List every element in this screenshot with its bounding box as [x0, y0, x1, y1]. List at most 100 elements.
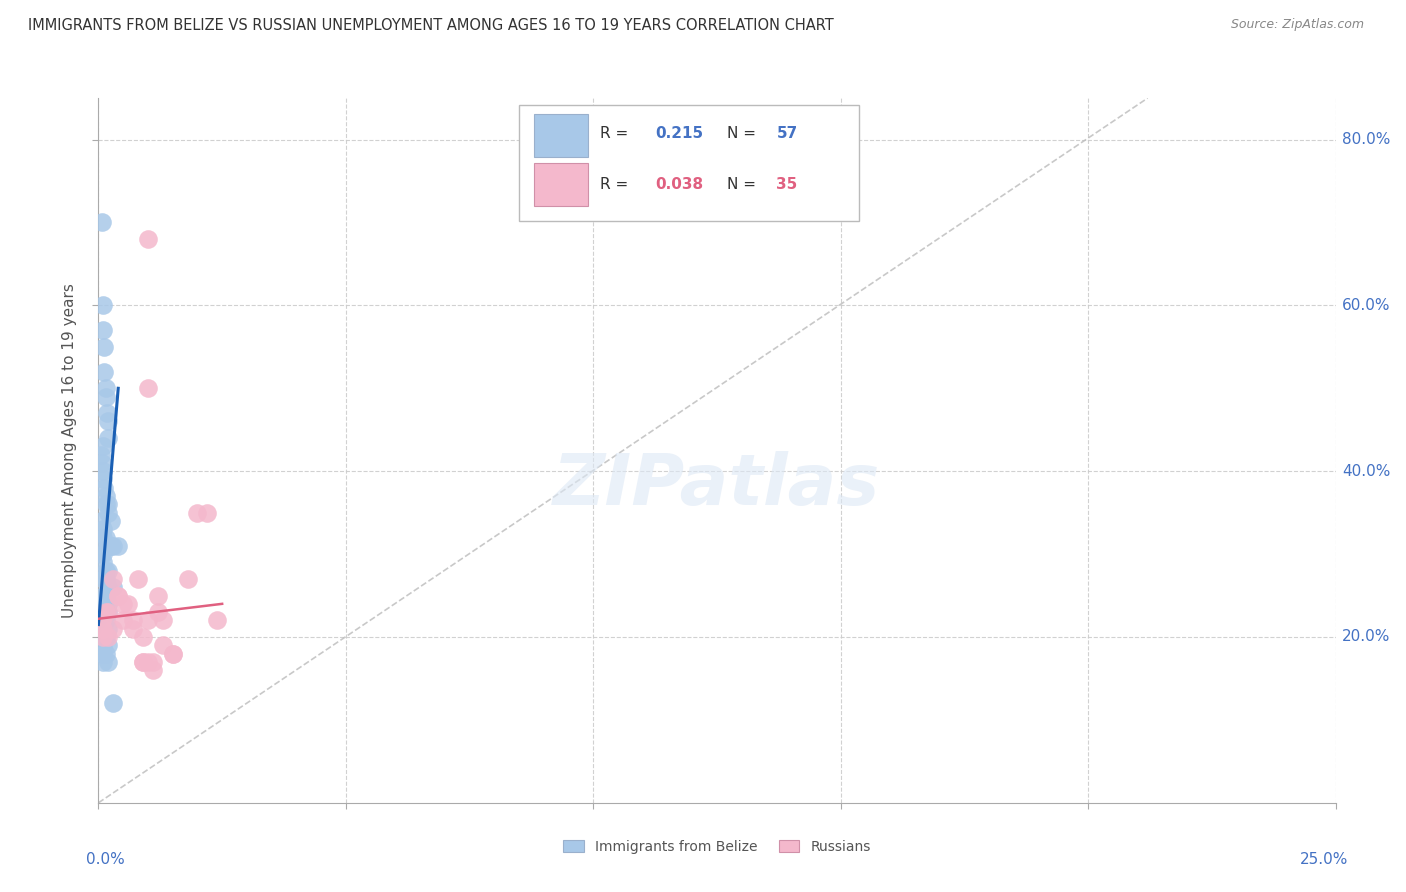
Point: [94, 489, 117, 503]
Point: [97, 497, 120, 511]
Text: 60.0%: 60.0%: [1341, 298, 1391, 313]
Point: [94, 605, 117, 619]
Point: [93, 630, 115, 644]
Point: [93, 531, 115, 545]
Point: [122, 614, 145, 628]
Point: [100, 514, 122, 528]
Point: [97, 605, 120, 619]
Point: [146, 605, 169, 619]
Point: [93, 655, 115, 669]
Point: [90, 448, 112, 462]
Point: [162, 647, 184, 661]
Point: [93, 589, 115, 603]
Point: [132, 630, 155, 644]
Point: [94, 531, 117, 545]
Point: [103, 539, 125, 553]
Point: [97, 506, 120, 520]
Text: ZIPatlas: ZIPatlas: [554, 451, 880, 520]
Text: IMMIGRANTS FROM BELIZE VS RUSSIAN UNEMPLOYMENT AMONG AGES 16 TO 19 YEARS CORRELA: IMMIGRANTS FROM BELIZE VS RUSSIAN UNEMPL…: [28, 18, 834, 33]
Point: [93, 439, 115, 453]
Point: [112, 597, 135, 611]
Text: N =: N =: [727, 126, 761, 141]
Point: [93, 622, 115, 636]
Point: [136, 232, 159, 246]
Point: [97, 414, 120, 428]
FancyBboxPatch shape: [534, 113, 588, 157]
Point: [97, 580, 120, 594]
Text: N =: N =: [727, 178, 761, 193]
Text: 0.0%: 0.0%: [86, 852, 125, 867]
Point: [93, 630, 115, 644]
Point: [142, 663, 165, 677]
Point: [93, 481, 115, 495]
Point: [93, 614, 115, 628]
Point: [94, 614, 117, 628]
Point: [93, 340, 115, 354]
Text: 35: 35: [776, 178, 797, 193]
Text: 40.0%: 40.0%: [1341, 464, 1391, 479]
Point: [103, 622, 125, 636]
Point: [103, 696, 125, 710]
Text: 0.038: 0.038: [655, 178, 703, 193]
Point: [93, 647, 115, 661]
Point: [152, 638, 174, 652]
Text: 80.0%: 80.0%: [1341, 132, 1391, 147]
Point: [112, 614, 135, 628]
Point: [97, 605, 120, 619]
Point: [94, 605, 117, 619]
Point: [132, 655, 155, 669]
Text: 25.0%: 25.0%: [1299, 852, 1348, 867]
Point: [97, 539, 120, 553]
Point: [127, 572, 149, 586]
Point: [93, 555, 115, 569]
Point: [97, 597, 120, 611]
Text: Source: ZipAtlas.com: Source: ZipAtlas.com: [1230, 18, 1364, 31]
Text: 20.0%: 20.0%: [1341, 630, 1391, 645]
Point: [176, 572, 198, 586]
Point: [136, 614, 159, 628]
Point: [117, 597, 139, 611]
Point: [97, 431, 120, 445]
Point: [122, 622, 145, 636]
Point: [103, 572, 125, 586]
Point: [97, 630, 120, 644]
Point: [94, 647, 117, 661]
Point: [93, 572, 115, 586]
Point: [195, 506, 218, 520]
Point: [94, 630, 117, 644]
Point: [93, 547, 115, 561]
Point: [107, 589, 129, 603]
Point: [94, 390, 117, 404]
Point: [91, 215, 114, 229]
Point: [93, 622, 115, 636]
Point: [107, 539, 129, 553]
Text: 0.215: 0.215: [655, 126, 703, 141]
Point: [93, 638, 115, 652]
Point: [107, 589, 129, 603]
FancyBboxPatch shape: [519, 105, 859, 221]
Point: [93, 298, 115, 312]
Point: [94, 497, 117, 511]
Point: [142, 655, 165, 669]
Point: [90, 547, 112, 561]
Point: [94, 572, 117, 586]
Point: [93, 365, 115, 379]
Point: [205, 614, 228, 628]
Point: [91, 614, 114, 628]
Point: [100, 539, 122, 553]
Point: [146, 589, 169, 603]
Point: [93, 522, 115, 536]
Point: [97, 564, 120, 578]
Y-axis label: Unemployment Among Ages 16 to 19 years: Unemployment Among Ages 16 to 19 years: [62, 283, 77, 618]
Point: [93, 464, 115, 478]
Point: [94, 564, 117, 578]
Point: [93, 473, 115, 487]
Point: [97, 655, 120, 669]
Point: [132, 655, 155, 669]
Point: [186, 506, 208, 520]
Text: R =: R =: [599, 126, 633, 141]
Text: 57: 57: [776, 126, 797, 141]
Point: [162, 647, 184, 661]
Point: [93, 323, 115, 337]
Point: [91, 456, 114, 470]
